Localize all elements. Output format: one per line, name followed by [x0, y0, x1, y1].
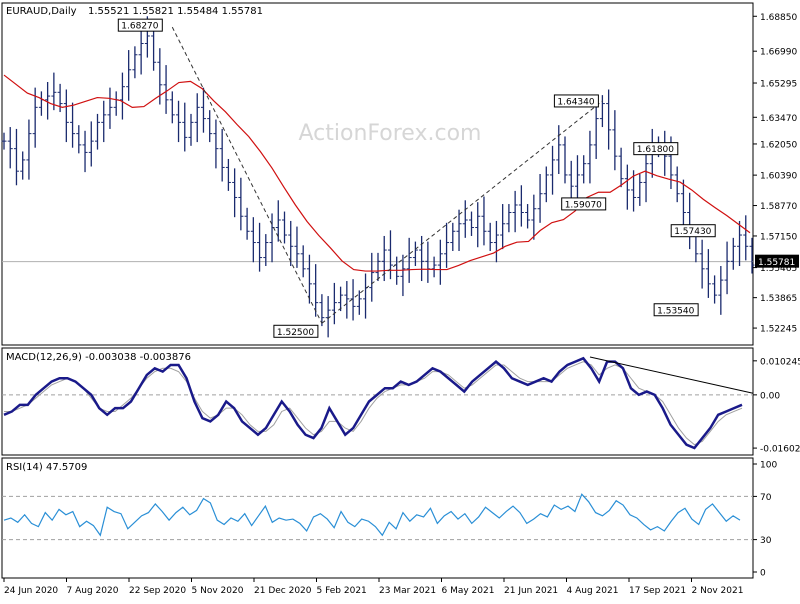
price-tick-label: 1.66990	[760, 48, 797, 58]
time-tick-label: 6 May 2021	[442, 586, 495, 596]
price-tick-label: 1.58770	[760, 202, 797, 212]
macd-tick-label: -0.016023	[760, 445, 800, 455]
price-label-box	[561, 197, 607, 211]
moving-average	[3, 74, 751, 272]
macd-axis: 0.010245 0.00 -0.016023	[2, 357, 800, 455]
time-tick-label: 2 Nov 2021	[692, 586, 744, 596]
price-labels: 1.68270 1.52500 1.64340 1.61800 1.59070 1.574…	[117, 18, 716, 338]
macd-trendline	[589, 356, 754, 394]
price-label-box	[633, 142, 679, 156]
price-label: 1.52500	[277, 328, 314, 338]
rsi-line	[3, 493, 741, 537]
rsi-tick-label: 70	[760, 493, 772, 503]
price-bars	[1, 16, 755, 338]
price-label: 1.53540	[657, 306, 694, 316]
watermark: ActionForex.com	[299, 121, 482, 146]
rsi-tick-label: 100	[760, 461, 777, 471]
rsi-line	[3, 493, 741, 537]
time-tick-label: 21 Dec 2020	[254, 586, 312, 596]
time-tick-label: 5 Nov 2020	[192, 586, 244, 596]
time-tick-label: 17 Sep 2021	[629, 586, 686, 596]
price-label: 1.57430	[674, 227, 711, 237]
price-label-box	[117, 18, 163, 32]
price-tick-label: 1.55465	[760, 264, 797, 274]
price-label-box	[553, 94, 599, 108]
macd-panel	[1, 347, 754, 456]
price-tick-label: 1.65295	[760, 80, 797, 90]
rsi-panel	[1, 457, 754, 579]
current-price-box	[755, 254, 799, 268]
rsi-axis: 100 70 30 0	[2, 461, 777, 579]
price-tick-label: 1.60390	[760, 172, 797, 182]
price-tick-label: 1.62050	[760, 140, 797, 150]
price-label-box	[653, 303, 699, 317]
macd-lines	[3, 356, 754, 450]
time-tick-label: 4 Aug 2021	[567, 586, 619, 596]
price-tick-label: 1.57150	[760, 232, 797, 242]
macd-signal-line	[4, 361, 743, 446]
trendline	[321, 100, 603, 324]
macd-header: MACD(12,26,9) -0.003038 -0.003876	[6, 352, 191, 363]
ohlc-label: 1.55521 1.55821 1.55484 1.55781	[88, 6, 263, 17]
current-price-label: 1.55781	[758, 258, 795, 268]
trendlines	[171, 26, 603, 324]
price-tick-label: 1.53865	[760, 294, 797, 304]
time-tick-label: 24 Jun 2020	[4, 586, 58, 596]
price-tick-label: 1.52245	[760, 325, 797, 335]
macd-tick-label: 0.010245	[760, 357, 800, 367]
price-tick-label: 1.68850	[760, 13, 797, 23]
time-tick-label: 23 Mar 2021	[379, 586, 436, 596]
rsi-tick-label: 30	[760, 536, 772, 546]
price-axis: 1.68850 1.66990 1.65295 1.63470 1.62050 1.603…	[2, 13, 799, 335]
price-label: 1.59070	[565, 200, 602, 210]
time-tick-label: 22 Sep 2020	[129, 586, 186, 596]
price-label-box	[273, 324, 319, 338]
moving-average-line	[3, 74, 751, 272]
rsi-tick-label: 0	[760, 569, 766, 579]
symbol-label: EURAUD,Daily	[6, 6, 77, 17]
rsi-header: RSI(14) 47.5709	[6, 462, 87, 473]
trendline	[171, 26, 323, 324]
price-label: 1.64340	[557, 97, 594, 107]
macd-line	[3, 356, 743, 450]
price-label: 1.68270	[121, 22, 158, 32]
time-tick-label: 21 Jun 2021	[504, 586, 558, 596]
time-tick-label: 7 Aug 2020	[67, 586, 119, 596]
price-label: 1.61800	[637, 145, 674, 155]
price-label-box	[670, 224, 716, 238]
time-axis: 24 Jun 2020 7 Aug 2020 22 Sep 2020 5 Nov 20…	[3, 578, 744, 596]
macd-tick-label: 0.00	[760, 391, 780, 401]
time-tick-label: 5 Feb 2021	[317, 586, 367, 596]
price-tick-label: 1.63470	[760, 114, 797, 124]
